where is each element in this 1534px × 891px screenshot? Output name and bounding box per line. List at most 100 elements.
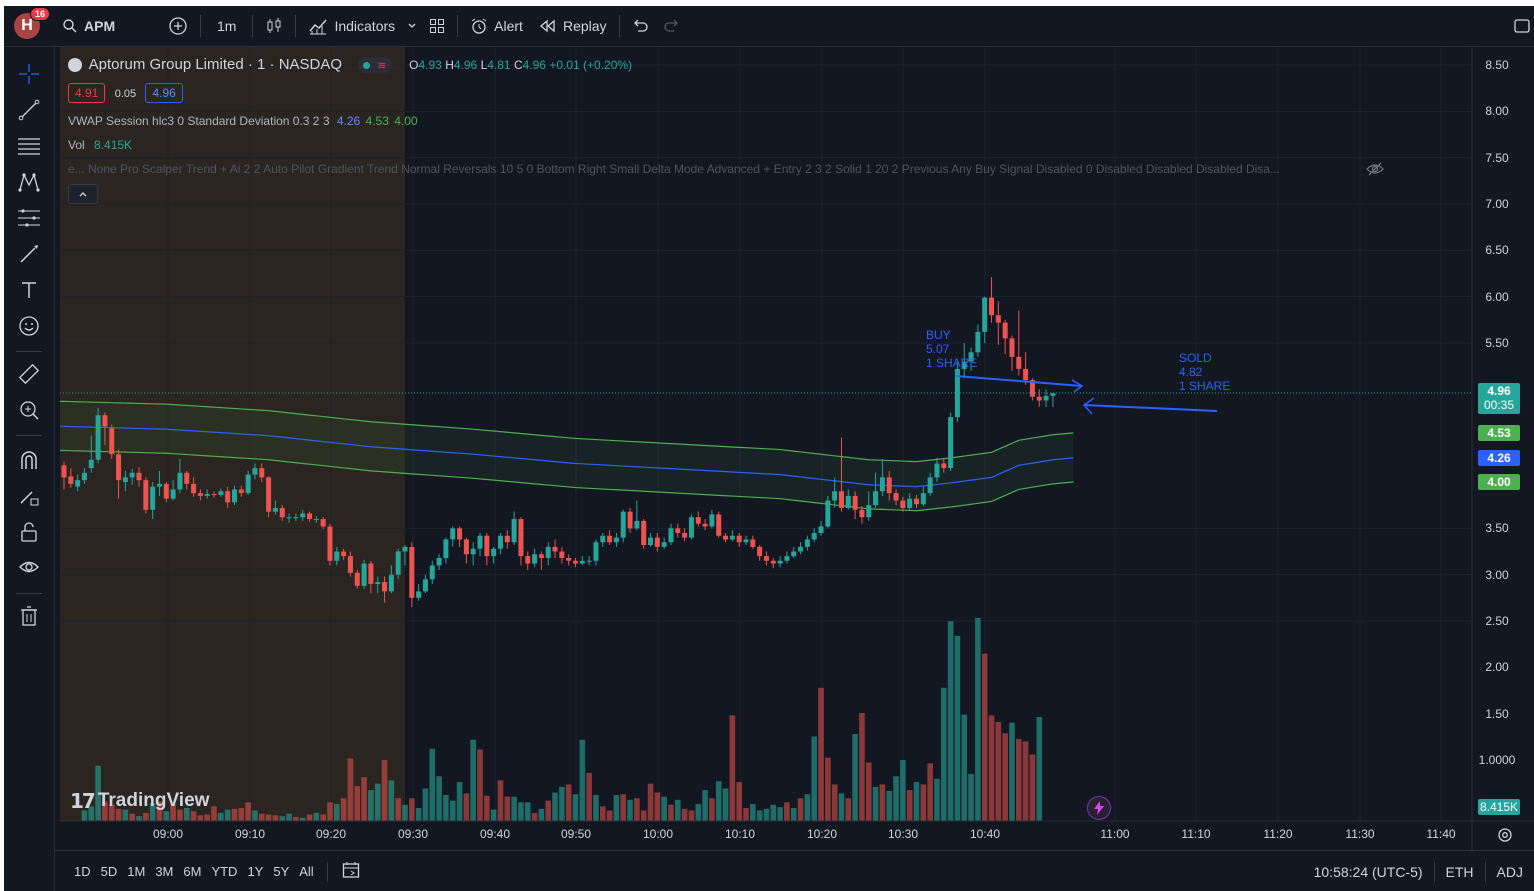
alert-button[interactable]: Alert — [462, 6, 531, 46]
session-button[interactable]: ETH — [1445, 863, 1474, 880]
candle-body — [279, 507, 285, 518]
candle-body — [266, 477, 272, 512]
candle-body — [675, 528, 681, 533]
range-button-3m[interactable]: 3M — [155, 864, 174, 879]
range-button-5y[interactable]: 5Y — [273, 864, 290, 879]
interval-button[interactable]: 1m — [217, 18, 237, 34]
volume-bar — [245, 802, 251, 821]
hidden-indicator-toggle[interactable] — [1366, 161, 1384, 182]
collapse-legend-button[interactable] — [68, 184, 98, 204]
candle-body — [798, 546, 804, 552]
volume-bar — [204, 814, 211, 821]
replay-button[interactable]: Replay — [531, 6, 615, 46]
drawing-mode-tool[interactable] — [16, 483, 42, 509]
vwap-band-fill — [60, 401, 1074, 511]
candle-body — [641, 520, 647, 546]
candle-body — [238, 489, 244, 494]
volume-legend[interactable]: Vol 8.415K — [68, 138, 132, 152]
fullscreen-button[interactable] — [1510, 6, 1534, 46]
horizontal-lines-tool[interactable] — [16, 133, 42, 159]
low-label: L — [480, 57, 488, 72]
volume-bar — [940, 687, 947, 821]
buy-price-button[interactable]: 4.96 — [145, 83, 183, 103]
time-axis-tick: 09:00 — [152, 827, 184, 841]
indicators-button[interactable]: Indicators — [300, 6, 403, 46]
candle-body — [463, 539, 469, 555]
range-button-1m[interactable]: 1M — [127, 864, 146, 879]
volume-bar — [95, 765, 101, 821]
candles-icon — [267, 18, 281, 33]
clock-timezone[interactable]: 10:58:24 (UTC-5) — [1313, 863, 1423, 880]
candle-body — [429, 565, 435, 580]
tradingview-watermark[interactable]: 𝟭𝟳 TradingView — [70, 789, 209, 813]
hide-drawings-tool[interactable] — [16, 555, 42, 581]
volume-bar — [436, 776, 442, 821]
adjust-button[interactable]: ADJ — [1496, 863, 1523, 880]
candle-body — [900, 500, 906, 508]
range-button-1d[interactable]: 1D — [74, 864, 91, 879]
range-button-6m[interactable]: 6M — [183, 864, 202, 879]
measure-tool[interactable] — [16, 361, 42, 387]
trade-annotations[interactable]: BUY 5.07 1 SHARE SOLD 4.82 1 SHARE — [926, 328, 1230, 415]
candle-body — [702, 523, 708, 527]
toolbar-divider — [457, 15, 459, 37]
redo-button[interactable] — [656, 6, 688, 46]
candle-body — [129, 472, 135, 478]
volume-bar — [320, 814, 326, 821]
magnet-tool[interactable] — [16, 447, 42, 473]
symbol-search[interactable]: APM — [54, 6, 160, 46]
volume-bar — [777, 807, 783, 821]
volume-bar — [790, 808, 797, 821]
price-chart[interactable]: BUY 5.07 1 SHARE SOLD 4.82 1 SHARE — [4, 6, 1534, 891]
alert-label: Alert — [494, 18, 523, 34]
candle-body — [170, 489, 176, 499]
range-button-all[interactable]: All — [299, 864, 314, 879]
chart-settings-button[interactable] — [1496, 826, 1514, 849]
chart-type-button[interactable] — [257, 6, 291, 46]
zoom-tool[interactable] — [16, 397, 42, 423]
undo-icon — [633, 19, 648, 32]
scalper-indicator-legend[interactable]: e... None Pro Scalper Trend + Ai 2 2 Aut… — [68, 162, 1358, 176]
volume-bar — [183, 808, 190, 821]
text-tool[interactable] — [16, 277, 42, 303]
vwap-legend[interactable]: VWAP Session hlc3 0 Standard Deviation 0… — [68, 114, 418, 128]
bar-countdown: 00:35 — [1483, 398, 1515, 413]
market-status-badge[interactable]: ≋ — [357, 56, 392, 73]
volume-bar — [81, 810, 88, 821]
range-button-5d[interactable]: 5D — [100, 864, 118, 879]
candle-body — [682, 532, 688, 538]
range-button-1y[interactable]: 1Y — [247, 864, 264, 879]
candle-body — [873, 491, 879, 506]
spread-value: 0.05 — [114, 88, 137, 100]
undo-button[interactable] — [624, 6, 656, 46]
goto-date-button[interactable] — [336, 861, 368, 882]
volume-bar — [306, 814, 313, 821]
pattern-tool[interactable] — [16, 169, 42, 195]
forecasting-tool[interactable] — [16, 205, 42, 231]
volume-bar — [722, 788, 729, 821]
toolbar-divider — [200, 15, 201, 37]
candle-body — [920, 493, 926, 505]
volume-bar — [845, 798, 852, 821]
remove-drawings-tool[interactable] — [16, 603, 42, 629]
candle-body — [989, 297, 995, 316]
brush-tool[interactable] — [16, 241, 42, 267]
symbol-title[interactable]: Aptorum Group Limited · 1 · NASDAQ — [88, 56, 343, 74]
compare-button[interactable] — [160, 6, 196, 46]
candle-body — [1016, 356, 1022, 369]
lock-drawings-tool[interactable] — [16, 519, 42, 545]
indicators-templates-dropdown[interactable] — [403, 6, 421, 46]
time-axis-tick: 10:10 — [724, 827, 756, 841]
emoji-tool[interactable] — [16, 313, 42, 339]
layout-button[interactable] — [421, 6, 453, 46]
user-avatar[interactable]: H 16 — [14, 7, 50, 39]
lightning-alert-button[interactable] — [1087, 796, 1111, 820]
volume-bar — [163, 811, 170, 821]
trend-line-tool[interactable] — [16, 97, 42, 123]
crosshair-tool[interactable] — [16, 61, 42, 87]
range-button-ytd[interactable]: YTD — [211, 864, 238, 879]
price-axis-tick: 3.50 — [1485, 521, 1509, 536]
sell-price-button[interactable]: 4.91 — [68, 83, 106, 103]
toolbar-divider — [252, 15, 254, 37]
sold-annotation-label: SOLD 4.82 1 SHARE — [1179, 351, 1230, 393]
